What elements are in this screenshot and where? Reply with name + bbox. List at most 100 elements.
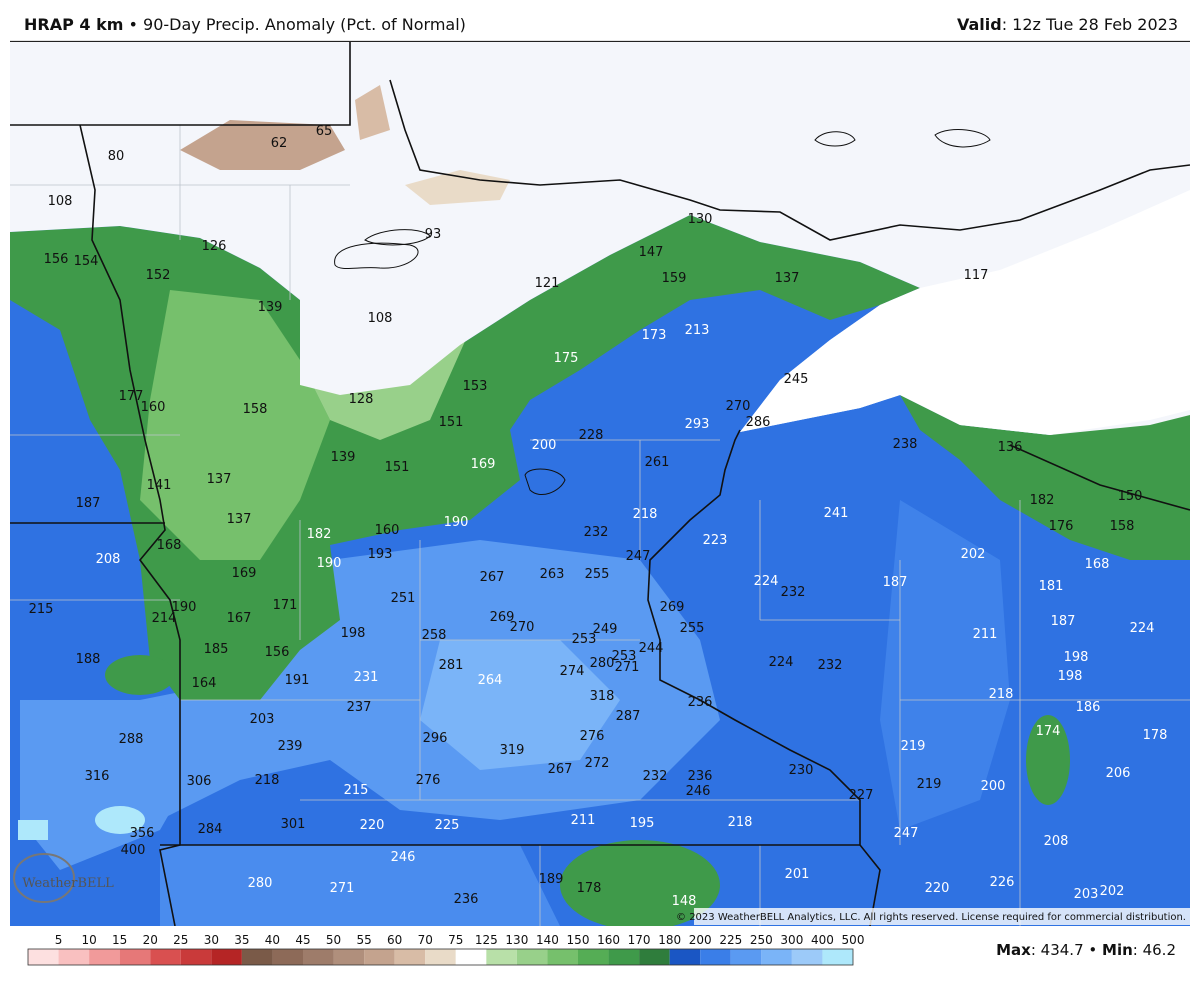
colorbar-label: 180 <box>658 933 681 947</box>
value-label: 270 <box>726 399 751 414</box>
value-label: 108 <box>48 194 73 209</box>
colorbar-swatch <box>822 949 853 965</box>
value-label: 173 <box>642 328 667 343</box>
colorbar-swatch <box>455 949 487 965</box>
value-label: 153 <box>463 379 488 394</box>
value-label: 232 <box>781 585 806 600</box>
value-label: 280 <box>248 876 273 891</box>
value-label: 198 <box>341 626 366 641</box>
value-label: 187 <box>1051 614 1076 629</box>
value-label: 218 <box>728 815 753 830</box>
value-label: 195 <box>630 816 655 831</box>
light-green-area <box>140 290 330 560</box>
colorbar-label: 20 <box>143 933 158 947</box>
colorbar-swatch <box>486 949 517 965</box>
colorbar-label: 250 <box>750 933 773 947</box>
value-label: 164 <box>192 676 217 691</box>
value-label: 249 <box>593 622 618 637</box>
colorbar-swatch <box>333 949 365 965</box>
value-label: 198 <box>1064 650 1089 665</box>
value-label: 136 <box>998 440 1023 455</box>
value-label: 236 <box>688 769 713 784</box>
value-label: 231 <box>354 670 379 685</box>
colorbar-swatch <box>364 949 395 965</box>
colorbar-swatch <box>272 949 303 965</box>
value-label: 281 <box>439 658 464 673</box>
value-label: 174 <box>1036 724 1061 739</box>
value-label: 213 <box>685 323 710 338</box>
lighter-blue-area <box>420 640 620 770</box>
separator: • <box>128 15 138 34</box>
value-label: 126 <box>202 239 227 254</box>
model-name: HRAP 4 km <box>24 15 124 34</box>
value-label: 141 <box>147 478 172 493</box>
value-label: 167 <box>227 611 252 626</box>
colorbar-label: 70 <box>418 933 433 947</box>
value-label: 137 <box>775 271 800 286</box>
value-label: 301 <box>281 817 306 832</box>
value-label: 182 <box>1030 493 1055 508</box>
value-label: 215 <box>29 602 54 617</box>
value-label: 239 <box>278 739 303 754</box>
value-label: 287 <box>616 709 641 724</box>
colorbar-label: 170 <box>628 933 651 947</box>
value-label: 232 <box>643 769 668 784</box>
max-label: Max <box>996 941 1031 959</box>
value-label: 201 <box>785 867 810 882</box>
value-label: 190 <box>444 515 469 530</box>
value-label: 223 <box>703 533 728 548</box>
value-label: 93 <box>425 227 442 242</box>
max-value: : 434.7 <box>1030 941 1084 959</box>
green-west <box>105 655 175 695</box>
value-label: 154 <box>74 254 99 269</box>
value-label: 224 <box>754 574 779 589</box>
value-label: 202 <box>961 547 986 562</box>
value-label: 158 <box>1110 519 1135 534</box>
colorbar-swatch <box>303 949 334 965</box>
value-label: 236 <box>454 892 479 907</box>
lake-superior <box>740 190 1190 435</box>
green-lake-area <box>1026 715 1070 805</box>
lake-outlines <box>334 129 991 495</box>
max-area <box>18 820 48 840</box>
colorbar-label: 75 <box>448 933 463 947</box>
value-label: 171 <box>273 598 298 613</box>
value-label: 208 <box>96 552 121 567</box>
value-label: 246 <box>686 784 711 799</box>
value-label: 261 <box>645 455 670 470</box>
value-labels: 80 62 65 108 93 126 156 154 152 139 108 121 130 147 15… <box>29 124 1168 909</box>
value-label: 187 <box>883 575 908 590</box>
value-label: 137 <box>227 512 252 527</box>
value-label: 191 <box>285 673 310 688</box>
value-label: 150 <box>1118 489 1143 504</box>
value-label: 160 <box>375 523 400 538</box>
value-label: 193 <box>368 547 393 562</box>
light-blue-south <box>160 845 560 926</box>
value-label: 255 <box>585 567 610 582</box>
colorbar-label: 200 <box>689 933 712 947</box>
value-label: 274 <box>560 664 585 679</box>
value-label: 139 <box>258 300 283 315</box>
colorbar-swatch <box>150 949 181 965</box>
value-label: 269 <box>490 610 515 625</box>
value-label: 117 <box>964 268 989 283</box>
value-label: 200 <box>532 438 557 453</box>
colorbar-swatch <box>211 949 242 965</box>
value-label: 219 <box>901 739 926 754</box>
value-label: 62 <box>271 136 288 151</box>
value-label: 178 <box>1143 728 1168 743</box>
value-label: 226 <box>990 875 1015 890</box>
colorbar-swatch <box>761 949 792 965</box>
value-label: 247 <box>894 826 919 841</box>
value-label: 160 <box>141 400 166 415</box>
colorbar-label: 5 <box>55 933 63 947</box>
colorbar-label: 40 <box>265 933 280 947</box>
value-label: 247 <box>626 549 651 564</box>
colorbar-swatch <box>119 949 151 965</box>
value-label: 276 <box>580 729 605 744</box>
value-label: 270 <box>510 620 535 635</box>
colorbar-label: 50 <box>326 933 341 947</box>
value-label: 236 <box>688 695 713 710</box>
colorbar-swatch <box>180 949 212 965</box>
